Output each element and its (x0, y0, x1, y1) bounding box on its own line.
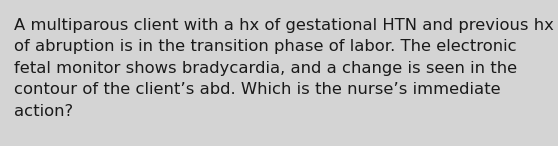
Text: A multiparous client with a hx of gestational HTN and previous hx
of abruption i: A multiparous client with a hx of gestat… (14, 18, 554, 119)
